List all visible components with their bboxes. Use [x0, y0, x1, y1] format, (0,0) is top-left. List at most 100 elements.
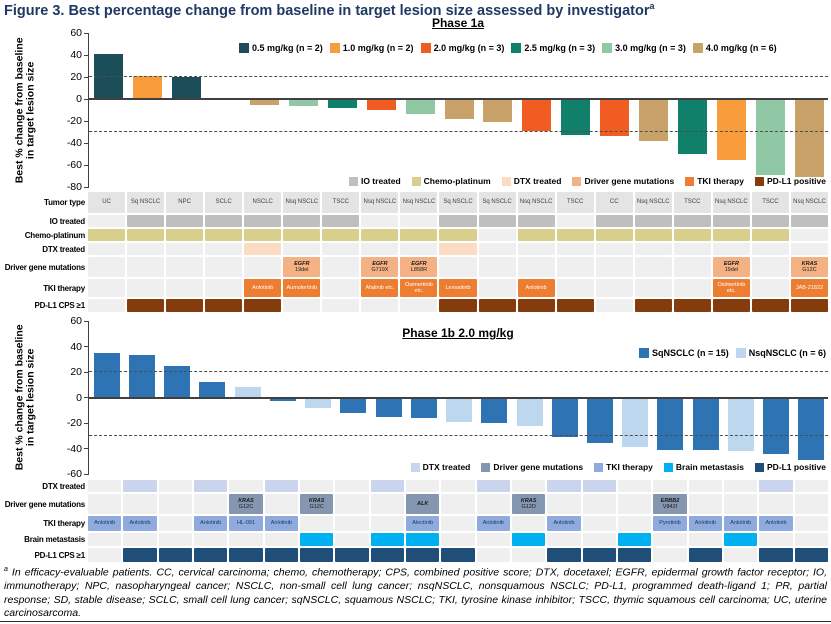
legend-item: 4.0 mg/kg (n = 6)	[692, 43, 777, 53]
tumor-type-label: Nsq NSCLC	[402, 199, 436, 206]
tumor-type-label: Nsq NSCLC	[285, 199, 319, 206]
legend-swatch	[348, 176, 358, 186]
tki-name: Anlotinib	[129, 520, 151, 527]
cell-tumor-19: Nsq NSCLC	[790, 192, 828, 213]
gene-name: KRAS	[308, 497, 325, 504]
legend-label: TKI therapy	[606, 462, 653, 472]
y-tick-mark	[84, 76, 89, 78]
tumor-type-label: SCLC	[215, 199, 232, 206]
row-cells-tki: Anlotinib Anlotinib Anlotinib HL-091 Anlotin…	[88, 516, 828, 531]
cell-tki-17: Pyrotinib	[653, 516, 687, 531]
cell-brain-8	[335, 533, 369, 546]
y-tick-mark	[84, 186, 89, 188]
bar-11	[483, 99, 513, 123]
cell-tki-2: Anlotinib	[123, 516, 157, 531]
cell-tki-14: Anlotinib	[547, 516, 581, 531]
mutation-name: G719X	[371, 267, 389, 273]
cell-driver-17: ERBB2 V842I	[653, 494, 687, 514]
cell-dtx-19	[790, 243, 828, 255]
cell-brain-3	[158, 533, 192, 546]
row-cells-tumor: UC Sq NSCLC NPC SCLC NSCLC Nsq NSCLC TSCC Nsq N…	[88, 192, 828, 213]
cell-tki-12: Anlotinib	[517, 279, 555, 297]
cell-chemo-2	[127, 229, 165, 241]
y-tick-label: -40	[66, 137, 82, 149]
cell-driver-9: EGFR L858R	[400, 257, 438, 277]
cell-tumor-6: Nsq NSCLC	[283, 192, 321, 213]
cell-dtx-8	[361, 243, 399, 255]
legend-label: PD-L1 positive	[766, 176, 826, 186]
tki-name: Anlotinib	[553, 520, 575, 527]
bar-15	[587, 397, 613, 444]
legend-label: Chemo-platinum	[423, 176, 491, 186]
cell-io-15	[634, 215, 672, 227]
cell-driver-15	[634, 257, 672, 277]
row-label-driver: Driver gene mutations	[4, 499, 85, 509]
cell-chemo-8	[361, 229, 399, 241]
mutation-name: L858R	[410, 267, 428, 273]
phase-1a-annotation-grid: Tumor type UC Sq NSCLC NPC SCLC NSCLC Nsq NSCL…	[2, 192, 828, 314]
cell-tki-13	[511, 516, 546, 531]
cell-driver-16	[617, 494, 652, 514]
legend-swatch	[572, 176, 582, 186]
cell-chemo-6	[283, 229, 321, 241]
tki-name: Anlotinib	[252, 284, 274, 291]
y-tick-label: -20	[66, 417, 82, 429]
cell-brain-6	[264, 533, 298, 546]
y-tick-label: 40	[70, 340, 82, 353]
bar-11	[446, 397, 472, 422]
bar-8	[340, 397, 367, 413]
legend-item: 2.0 mg/kg (n = 3)	[420, 43, 504, 53]
y-tick-label: 0	[76, 93, 82, 105]
cell-chemo-5	[244, 229, 282, 241]
cell-tki-17: Osimertinib etc.	[712, 279, 750, 297]
cell-tumor-8: Nsq NSCLC	[361, 192, 399, 213]
zero-axis-line	[89, 396, 828, 399]
cell-tki-4	[205, 279, 243, 297]
tki-name: Osimertinib etc.	[717, 281, 746, 294]
row-cells-dtx	[88, 480, 828, 492]
cell-driver-3	[166, 257, 204, 277]
row-label-tki: TKI therapy	[43, 519, 85, 528]
y-tick-mark	[84, 32, 89, 34]
cell-pdl1-2	[127, 299, 165, 312]
tki-name: Anlotinib	[482, 520, 504, 527]
cell-pdl1-17	[653, 548, 687, 562]
cell-pdl1-19	[790, 299, 828, 312]
cell-chemo-7	[322, 229, 360, 241]
cell-tki-19: JAB-21822	[790, 279, 828, 297]
gene-name: KRAS	[801, 260, 818, 267]
cell-tki-2	[127, 279, 165, 297]
cell-dtx-13	[511, 480, 546, 492]
legend-swatch	[663, 462, 673, 472]
bar-9	[375, 397, 402, 417]
cell-tumor-10: Sq NSCLC	[439, 192, 477, 213]
cell-driver-14	[595, 257, 633, 277]
legend-item: DTX treated	[501, 176, 561, 186]
legend-swatch	[420, 43, 431, 53]
cell-tki-16	[617, 516, 652, 531]
cell-io-11	[478, 215, 516, 227]
cell-driver-7: KRAS G12C	[299, 494, 334, 514]
cell-tki-15	[582, 516, 616, 531]
tumor-type-label: Sq NSCLC	[130, 199, 161, 206]
cell-tki-6: Aumolertinib	[283, 279, 321, 297]
cell-io-17	[712, 215, 750, 227]
zero-axis-line	[89, 98, 828, 100]
cell-dtx-18	[751, 243, 789, 255]
tumor-type-label: TSCC	[762, 199, 779, 206]
cell-tki-14	[595, 279, 633, 297]
y-tick-mark	[84, 397, 89, 398]
cell-tumor-7: TSCC	[322, 192, 360, 213]
cell-tki-8	[335, 516, 369, 531]
legend-item: Brain metastasis	[663, 462, 744, 472]
cell-dtx-14	[595, 243, 633, 255]
cell-driver-6	[264, 494, 298, 514]
cell-tumor-11: Sq NSCLC	[478, 192, 516, 213]
bar-7	[327, 99, 357, 108]
cell-dtx-7	[299, 480, 334, 492]
y-tick-mark	[84, 473, 89, 475]
cell-tki-11	[478, 279, 516, 297]
tki-name: Aumolertinib	[286, 284, 318, 291]
cell-dtx-15	[582, 480, 616, 492]
